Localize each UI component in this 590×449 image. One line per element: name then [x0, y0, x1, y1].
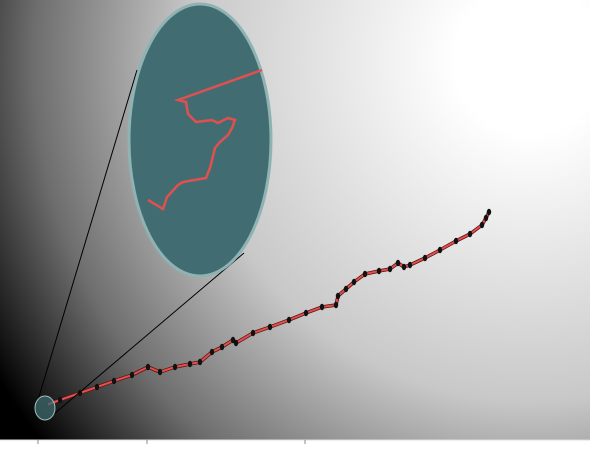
- data-point: [335, 292, 341, 300]
- data-point: [453, 237, 459, 245]
- data-point: [233, 339, 239, 347]
- data-point: [303, 309, 309, 317]
- data-point: [467, 230, 473, 238]
- data-point: [376, 267, 382, 275]
- data-point: [209, 348, 215, 356]
- data-point: [333, 301, 339, 309]
- data-point: [145, 363, 151, 371]
- data-point: [486, 208, 492, 216]
- data-point: [267, 323, 273, 331]
- data-point: [351, 278, 357, 286]
- zoom-inset-line: [147, 68, 263, 211]
- data-point: [407, 261, 413, 269]
- data-point: [395, 259, 401, 267]
- data-point: [111, 377, 117, 385]
- data-point: [362, 270, 368, 278]
- data-point: [422, 254, 428, 262]
- data-point: [57, 396, 63, 404]
- data-point: [129, 371, 135, 379]
- data-point: [401, 263, 407, 271]
- data-point: [157, 368, 163, 376]
- data-point: [387, 265, 393, 273]
- zoom-inset: [127, 2, 273, 278]
- zoom-region: [34, 395, 56, 421]
- plot-background: [0, 0, 590, 440]
- data-point: [172, 363, 178, 371]
- data-point: [437, 246, 443, 254]
- main-plot: [43, 208, 492, 409]
- zoom-connector: [37, 69, 138, 401]
- data-point: [319, 303, 325, 311]
- data-point: [479, 221, 485, 229]
- zoom-connector: [53, 252, 245, 415]
- data-point: [286, 316, 292, 324]
- data-point: [250, 329, 256, 337]
- data-point: [343, 285, 349, 293]
- data-point: [483, 214, 489, 222]
- data-point: [219, 343, 225, 351]
- data-point: [197, 358, 203, 366]
- data-point: [94, 383, 100, 391]
- data-point: [187, 360, 193, 368]
